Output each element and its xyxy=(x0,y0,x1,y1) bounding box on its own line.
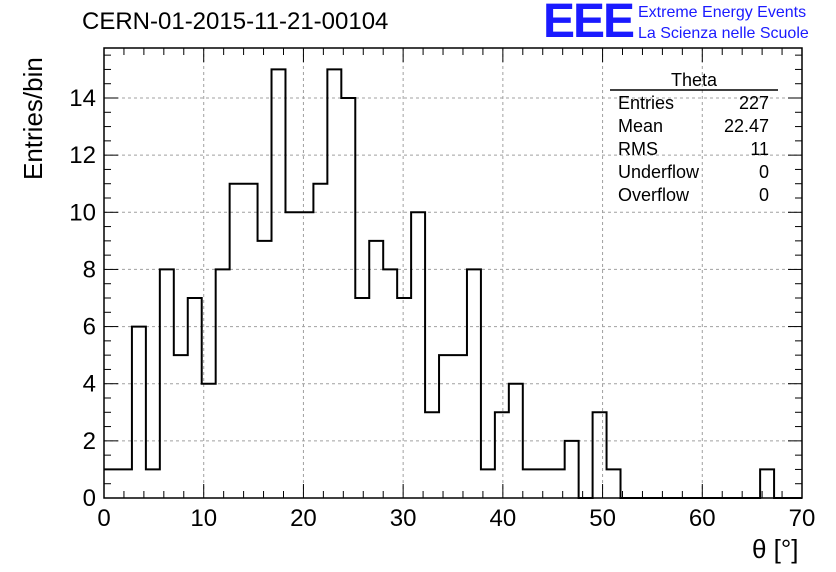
plot-frame xyxy=(103,47,803,499)
histogram-bin xyxy=(341,98,355,498)
y-tick-label: 8 xyxy=(83,256,96,283)
stats-label: RMS xyxy=(618,139,658,159)
histogram-bin xyxy=(258,241,272,498)
logo-line-1: Extreme Energy Events xyxy=(638,4,807,21)
stats-label: Entries xyxy=(618,93,674,113)
histogram-bin xyxy=(607,469,621,498)
stats-value: 227 xyxy=(739,93,769,113)
histogram-bin xyxy=(411,212,425,498)
stats-value: 22.47 xyxy=(724,116,769,136)
y-tick-label: 2 xyxy=(83,428,96,455)
histogram-line xyxy=(104,68,802,499)
histogram-bin xyxy=(146,469,160,498)
histogram-bin xyxy=(132,327,146,498)
histogram-bin xyxy=(244,184,258,498)
eee-logo: EEE xyxy=(543,0,635,48)
histogram-bin xyxy=(537,469,551,498)
y-tick-label: 10 xyxy=(69,199,96,226)
x-tick-label: 20 xyxy=(290,505,317,532)
histogram-bin xyxy=(118,469,132,498)
y-tick-label: 6 xyxy=(83,314,96,341)
stats-label: Underflow xyxy=(618,162,700,182)
stats-title: Theta xyxy=(671,70,718,90)
y-tick-label: 12 xyxy=(69,142,96,169)
histogram-bin xyxy=(565,441,579,498)
x-axis-label: θ [°] xyxy=(752,534,799,564)
y-tick-label: 14 xyxy=(69,85,96,112)
x-tick-label: 70 xyxy=(789,505,816,532)
x-tick-label: 50 xyxy=(589,505,616,532)
histogram-bin xyxy=(453,355,467,498)
histogram-bin xyxy=(174,355,188,498)
logo-line-2: La Scienza nelle Scuole xyxy=(638,25,809,42)
stats-value: 0 xyxy=(759,185,769,205)
histogram-bin xyxy=(230,184,244,498)
histogram-bin xyxy=(313,184,327,498)
stats-label: Overflow xyxy=(618,185,690,205)
histogram-bin xyxy=(216,269,230,498)
histogram-bin xyxy=(593,412,607,498)
histogram-bin xyxy=(397,298,411,498)
stats-value: 0 xyxy=(759,162,769,182)
y-tick-label: 0 xyxy=(83,485,96,512)
stats-label: Mean xyxy=(618,116,663,136)
x-tick-label: 10 xyxy=(190,505,217,532)
chart-title: CERN-01-2015-11-21-00104 xyxy=(82,8,389,35)
x-tick-label: 0 xyxy=(97,505,110,532)
histogram-bin xyxy=(425,412,439,498)
histogram-bin xyxy=(285,212,299,498)
x-tick-label: 60 xyxy=(689,505,716,532)
x-tick-label: 30 xyxy=(390,505,417,532)
x-tick-label: 40 xyxy=(490,505,517,532)
y-tick-label: 4 xyxy=(83,371,96,398)
histogram-bin xyxy=(355,298,369,498)
histogram-bin xyxy=(188,298,202,498)
histogram-bin xyxy=(523,469,537,498)
histogram-bin xyxy=(495,412,509,498)
histogram-bin xyxy=(299,212,313,498)
histogram-bin xyxy=(383,269,397,498)
stats-value: 11 xyxy=(750,139,769,159)
histogram-bin xyxy=(272,69,286,498)
histogram-bin xyxy=(327,69,341,498)
histogram-bin xyxy=(369,241,383,498)
histogram-bin xyxy=(439,355,453,498)
